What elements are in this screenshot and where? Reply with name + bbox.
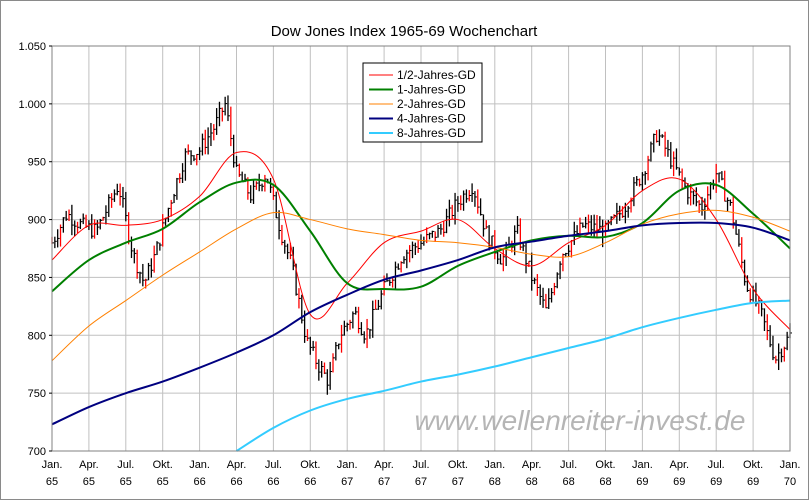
x-tick-year: 69 bbox=[710, 476, 722, 488]
x-tick-year: 66 bbox=[193, 476, 205, 488]
chart-title: Dow Jones Index 1965-69 Wochenchart bbox=[271, 23, 538, 40]
y-tick-label: 750 bbox=[28, 388, 46, 400]
series-line bbox=[51, 221, 791, 426]
x-tick-month: Jan. bbox=[337, 459, 358, 471]
y-tick-label: 850 bbox=[28, 272, 46, 284]
series-line bbox=[235, 299, 791, 452]
y-tick-label: 700 bbox=[28, 446, 46, 458]
x-tick-year: 68 bbox=[599, 476, 611, 488]
x-tick-month: Apr. bbox=[374, 459, 394, 471]
x-tick-year: 66 bbox=[304, 476, 316, 488]
x-tick-month: Okt. bbox=[595, 459, 615, 471]
x-tick-year: 67 bbox=[341, 476, 353, 488]
x-tick-month: Jan. bbox=[189, 459, 210, 471]
x-tick-month: Jul. bbox=[412, 459, 429, 471]
x-tick-year: 65 bbox=[83, 476, 95, 488]
x-tick-year: 68 bbox=[489, 476, 501, 488]
legend-label: 1/2-Jahres-GD bbox=[397, 68, 476, 82]
x-tick-year: 67 bbox=[452, 476, 464, 488]
x-tick-year: 70 bbox=[784, 476, 796, 488]
x-tick-year: 69 bbox=[747, 476, 759, 488]
x-tick-month: Okt. bbox=[448, 459, 468, 471]
legend-label: 2-Jahres-GD bbox=[397, 97, 466, 111]
x-tick-month: Jul. bbox=[117, 459, 134, 471]
x-tick-year: 66 bbox=[230, 476, 242, 488]
watermark: www.wellenreiter-invest.de bbox=[415, 405, 746, 436]
series-line bbox=[51, 209, 791, 362]
y-tick-label: 950 bbox=[28, 157, 46, 169]
x-tick-year: 69 bbox=[636, 476, 648, 488]
x-tick-year: 67 bbox=[415, 476, 427, 488]
x-tick-month: Jul. bbox=[265, 459, 282, 471]
x-tick-month: Apr. bbox=[79, 459, 99, 471]
x-tick-month: Jul. bbox=[560, 459, 577, 471]
x-tick-year: 66 bbox=[267, 476, 279, 488]
x-tick-year: 65 bbox=[157, 476, 169, 488]
x-tick-year: 69 bbox=[673, 476, 685, 488]
legend-label: 1-Jahres-GD bbox=[397, 83, 466, 97]
x-tick-month: Okt. bbox=[743, 459, 763, 471]
x-tick-month: Jan. bbox=[780, 459, 801, 471]
x-tick-month: Okt. bbox=[300, 459, 320, 471]
y-tick-label: 1.000 bbox=[18, 99, 46, 111]
x-tick-month: Apr. bbox=[670, 459, 690, 471]
x-tick-month: Jan. bbox=[632, 459, 653, 471]
series-line bbox=[51, 151, 791, 330]
x-tick-month: Apr. bbox=[522, 459, 542, 471]
x-tick-month: Jul. bbox=[708, 459, 725, 471]
x-tick-year: 65 bbox=[46, 476, 58, 488]
y-tick-label: 800 bbox=[28, 330, 46, 342]
y-tick-label: 1.050 bbox=[18, 41, 46, 53]
series-line bbox=[51, 178, 791, 293]
legend-box bbox=[362, 62, 483, 143]
plot-border bbox=[51, 45, 791, 452]
legend-label: 8-Jahres-GD bbox=[397, 126, 466, 140]
x-tick-year: 68 bbox=[526, 476, 538, 488]
x-tick-year: 65 bbox=[120, 476, 132, 488]
x-tick-month: Apr. bbox=[227, 459, 247, 471]
x-tick-year: 67 bbox=[378, 476, 390, 488]
x-tick-month: Jan. bbox=[484, 459, 505, 471]
y-tick-label: 900 bbox=[28, 215, 46, 227]
x-tick-year: 68 bbox=[562, 476, 574, 488]
x-tick-month: Jan. bbox=[42, 459, 63, 471]
legend-label: 4-Jahres-GD bbox=[397, 112, 466, 126]
x-tick-month: Okt. bbox=[153, 459, 173, 471]
